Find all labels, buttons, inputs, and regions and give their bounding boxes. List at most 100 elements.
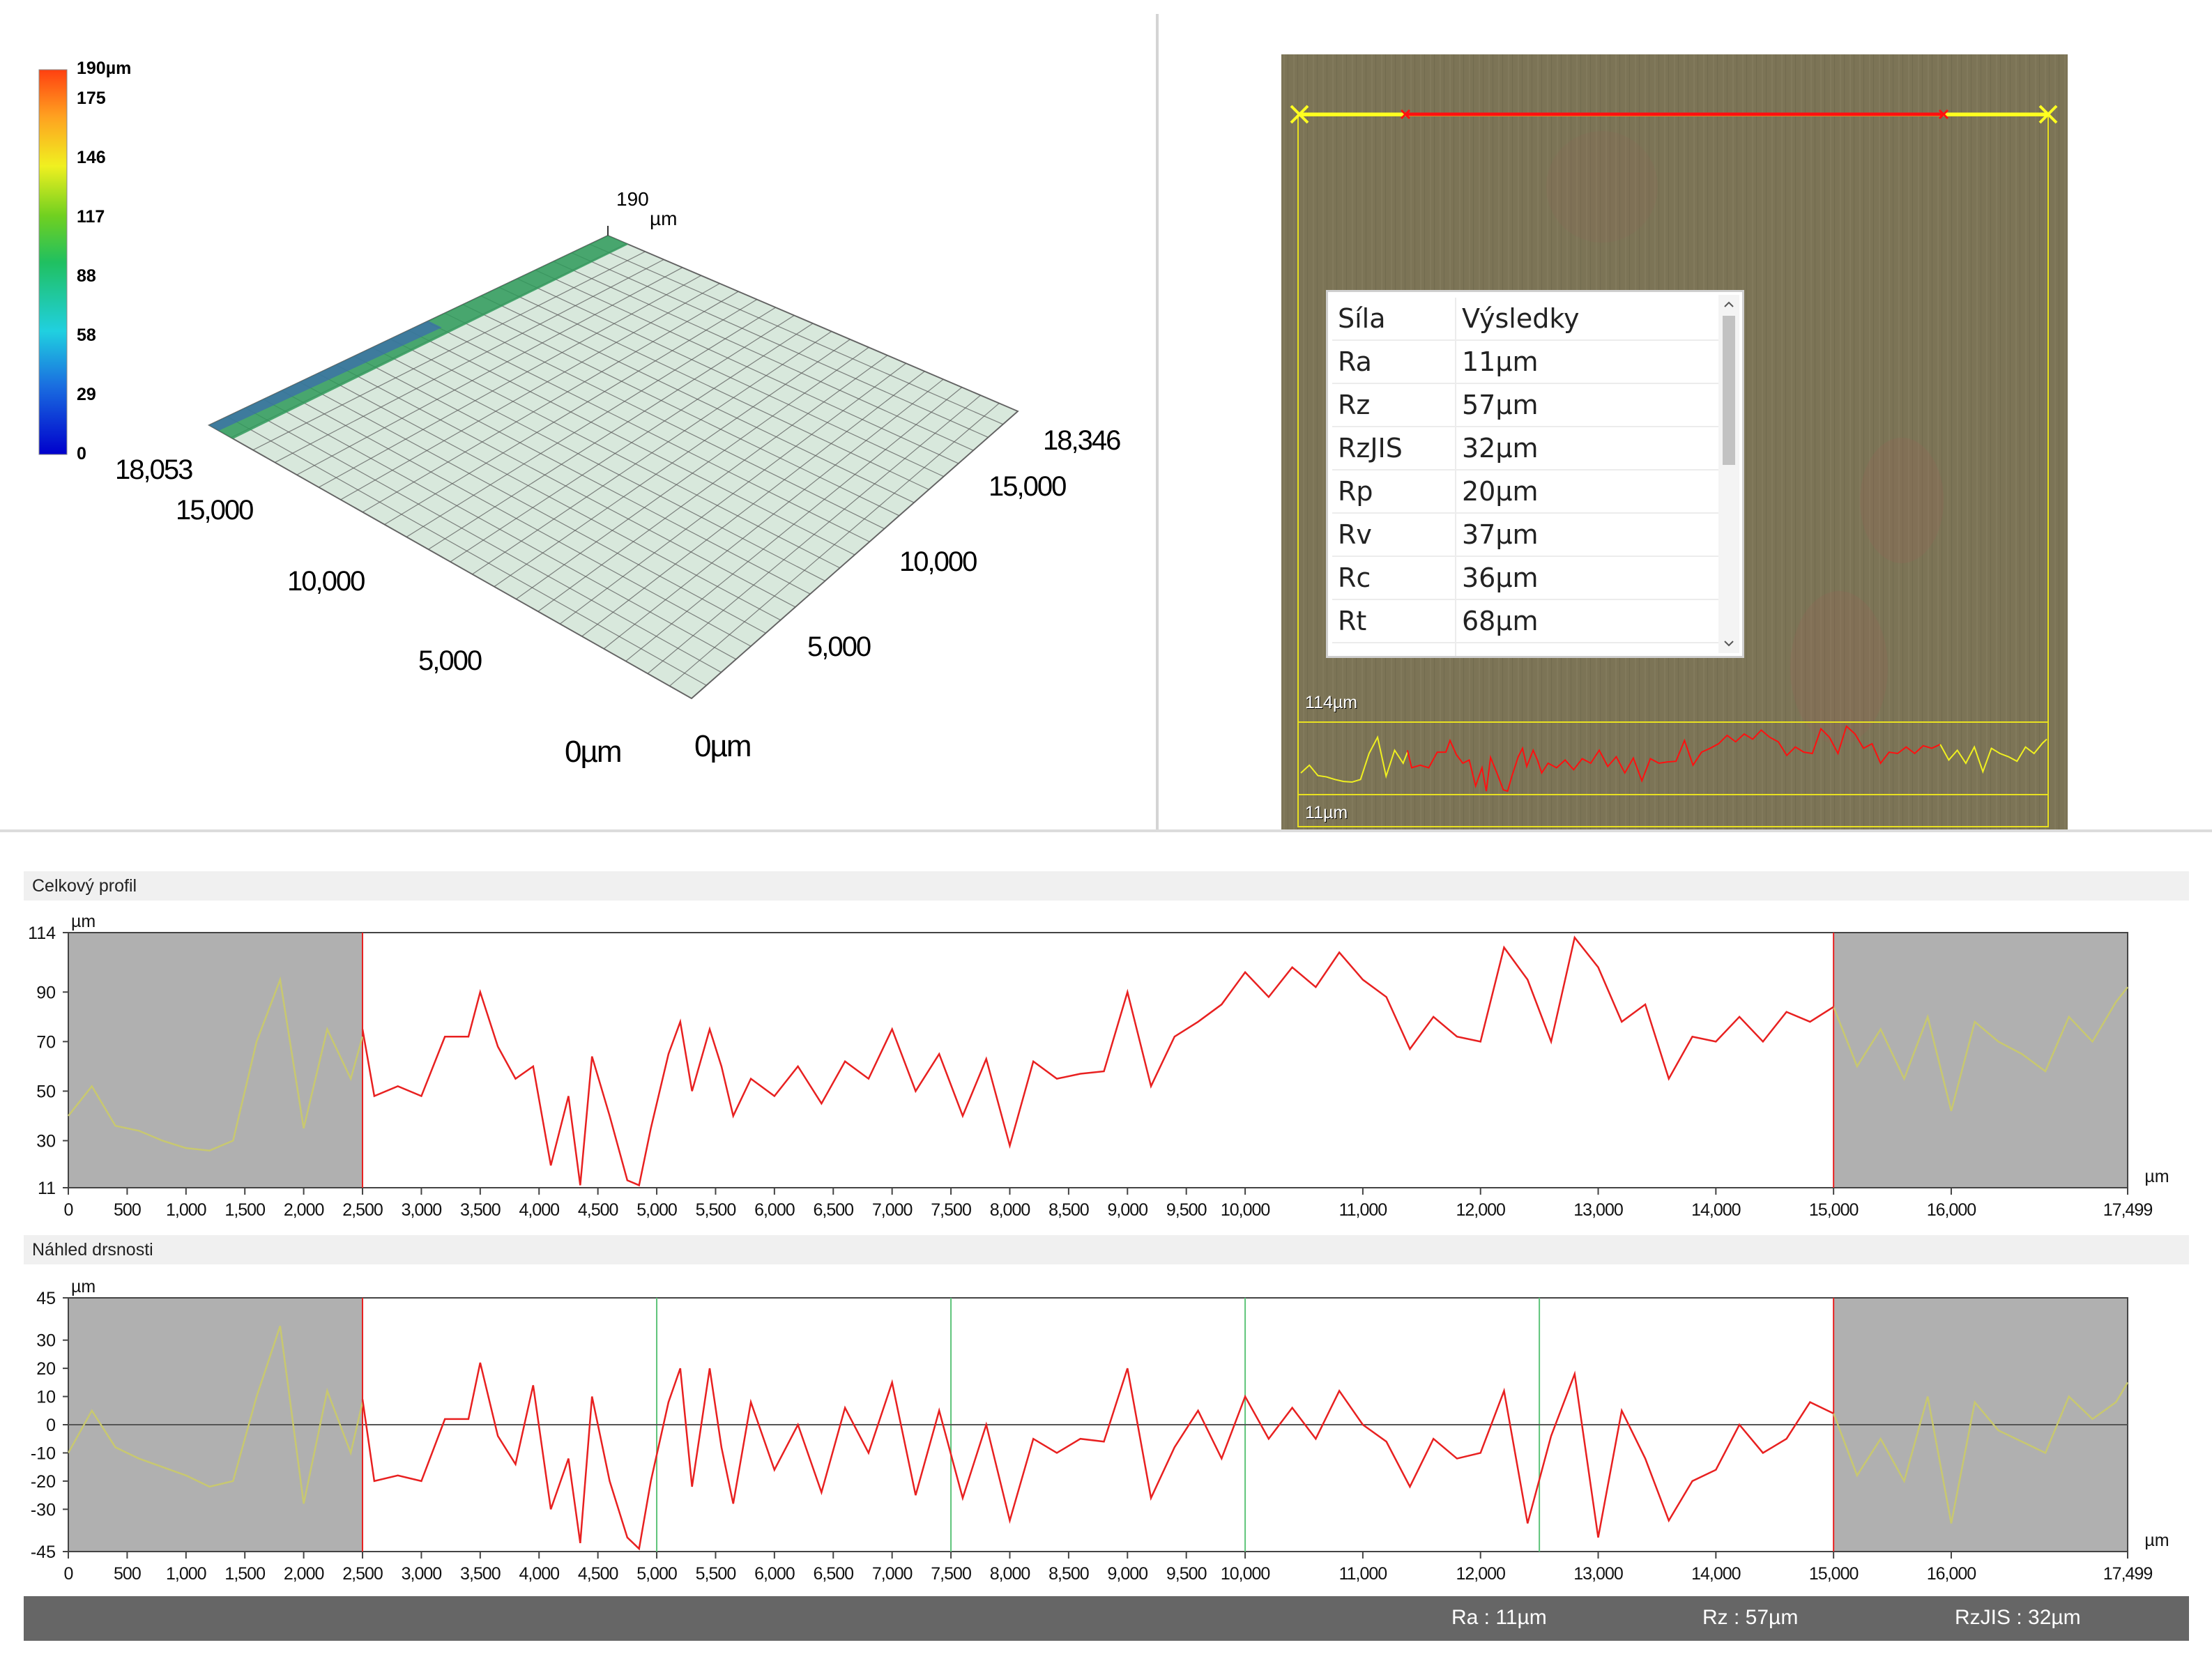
result-label: Rt: [1332, 599, 1456, 643]
x-tick-label: 7,000: [872, 1564, 913, 1584]
roughness-chart[interactable]: 45 30 20 10 0 -10 -20 -30 -45 0 500 1,000 1,500 2,000…: [0, 1266, 2212, 1593]
plot-frame: [68, 932, 2128, 1188]
panel-divider-horizontal[interactable]: [0, 829, 2212, 832]
grid-line: [263, 399, 737, 660]
results-row[interactable]: Rz 57µm: [1332, 383, 1723, 427]
x-tick-label: 10,000: [1221, 1200, 1270, 1220]
colorbar-tick: 175: [77, 89, 106, 108]
grid-line: [281, 390, 752, 647]
result-label: Ra: [1332, 340, 1456, 384]
results-header-value: Výsledky: [1456, 298, 1723, 341]
measure-handle-right[interactable]: [2038, 105, 2058, 124]
results-row[interactable]: Rt 68µm: [1332, 599, 1723, 643]
left-axis-label: 5,000: [418, 645, 482, 676]
grid-line: [390, 338, 840, 569]
profile-series: [361, 935, 1834, 1187]
grid-line: [335, 364, 796, 608]
x-tick-label: 15,000: [1809, 1200, 1859, 1220]
y-tick-label: 0: [46, 1416, 56, 1435]
results-row[interactable]: Ra 11µm: [1332, 340, 1723, 384]
x-tick-label: 11,000: [1339, 1200, 1387, 1220]
x-tick-label: 1,500: [224, 1564, 265, 1584]
z-axis-unit: µm: [650, 208, 678, 229]
view3d-svg: [38, 69, 1019, 700]
x-tick-label: 9,500: [1166, 1200, 1207, 1220]
result-value: 68µm: [1456, 599, 1723, 643]
roughness-section-header: Náhled drsnosti: [24, 1235, 2189, 1264]
x-tick-label: 7,500: [931, 1200, 971, 1220]
x-tick-label: 9,000: [1108, 1200, 1148, 1220]
roughness-section-title: Náhled drsnosti: [32, 1240, 153, 1260]
mini-profile-max-label: 114µm: [1305, 693, 1358, 712]
result-label: RzJIS: [1332, 427, 1456, 470]
x-tick-label: 3,000: [402, 1200, 442, 1220]
right-axis-label: 10,000: [899, 546, 977, 577]
grid-line: [581, 371, 925, 637]
result-value: 37µm: [1456, 513, 1723, 557]
grid-line: [494, 339, 851, 588]
results-header-label: Síla: [1332, 298, 1456, 341]
excluded-series-left: [67, 1326, 364, 1504]
excluded-region-left: [68, 933, 363, 1188]
right-axis-label: 18,346: [1043, 425, 1121, 456]
left-axis-label: 0µm: [565, 735, 622, 769]
x-tick-label: 9,000: [1108, 1564, 1148, 1584]
left-axis-label: 10,000: [287, 566, 365, 597]
x-tick-label: 6,500: [813, 1200, 853, 1220]
y-tick-label: 30: [36, 1131, 56, 1151]
measure-handle-left[interactable]: [1290, 105, 1309, 124]
status-rz: Rz : 57µm: [1702, 1606, 1799, 1629]
grid-line: [516, 346, 869, 599]
x-tick-label: 500: [114, 1564, 141, 1584]
status-ra: Ra : 11µm: [1451, 1606, 1547, 1629]
grid-line: [208, 424, 692, 699]
x-tick-label: 5,000: [636, 1200, 677, 1220]
result-value: 11µm: [1456, 340, 1723, 384]
y-tick-label: -10: [31, 1444, 56, 1463]
right-axis-label: 15,000: [989, 471, 1067, 502]
colorbar-tick: 58: [77, 326, 96, 345]
panel-divider-vertical[interactable]: [1156, 14, 1159, 829]
results-row[interactable]: [1332, 643, 1723, 656]
result-label: Rz: [1332, 383, 1456, 427]
x-tick-label: 5,500: [696, 1564, 736, 1584]
results-table[interactable]: Síla Výsledky Ra 11µm Rz 57µm RzJIS 32µm Rp…: [1326, 290, 1744, 658]
result-value: 32µm: [1456, 427, 1723, 470]
x-tick-label: 3,500: [460, 1200, 501, 1220]
scroll-up-icon[interactable]: [1718, 296, 1739, 313]
grid-line: [353, 355, 811, 595]
x-tick-label: 4,000: [519, 1200, 559, 1220]
total-profile-chart[interactable]: 114 90 70 50 30 11 0 500 1,000 1,500 2,000 2,500 3,0…: [0, 902, 2212, 1250]
results-row[interactable]: RzJIS 32µm: [1332, 427, 1723, 470]
x-tick-label: 1,000: [166, 1200, 206, 1220]
results-row[interactable]: Rc 36µm: [1332, 556, 1723, 600]
mini-profile-min-label: 11µm: [1305, 803, 1348, 822]
results-row[interactable]: Rv 37µm: [1332, 513, 1723, 557]
scroll-thumb[interactable]: [1723, 316, 1735, 465]
x-tick-label: 10,000: [1221, 1564, 1270, 1584]
x-tick-label: 6,000: [754, 1564, 795, 1584]
left-axis-label: 15,000: [176, 495, 254, 526]
results-scrollbar[interactable]: [1718, 295, 1739, 653]
excluded-series-right: [1832, 1381, 2129, 1524]
x-tick-label: 14,000: [1691, 1564, 1741, 1584]
x-tick-label: 9,500: [1166, 1564, 1207, 1584]
right-axis-label: 0µm: [694, 729, 752, 763]
x-tick-label: 2,000: [284, 1564, 324, 1584]
x-tick-label: 0: [64, 1564, 73, 1584]
result-label: Rp: [1332, 470, 1456, 514]
colorbar: [38, 69, 68, 455]
x-tick-label: 15,000: [1809, 1564, 1859, 1584]
status-bar: Ra : 11µm Rz : 57µm RzJIS : 32µm: [24, 1596, 2189, 1641]
image-panel[interactable]: 114µm 11µm: [1281, 54, 2068, 829]
scroll-down-icon[interactable]: [1718, 635, 1739, 652]
view3d-panel[interactable]: 190µm 175 146 117 88 58 29 0 190 µm 18,0…: [0, 0, 1154, 829]
x-tick-label: 8,500: [1048, 1200, 1089, 1220]
y-tick-label: 70: [36, 1032, 56, 1052]
results-row[interactable]: Rp 20µm: [1332, 470, 1723, 514]
grid-line: [647, 395, 981, 674]
right-axis-label: 5,000: [807, 632, 871, 662]
result-label: Rc: [1332, 556, 1456, 600]
grid-line: [669, 403, 1000, 687]
colorbar-tick: 29: [77, 385, 96, 404]
